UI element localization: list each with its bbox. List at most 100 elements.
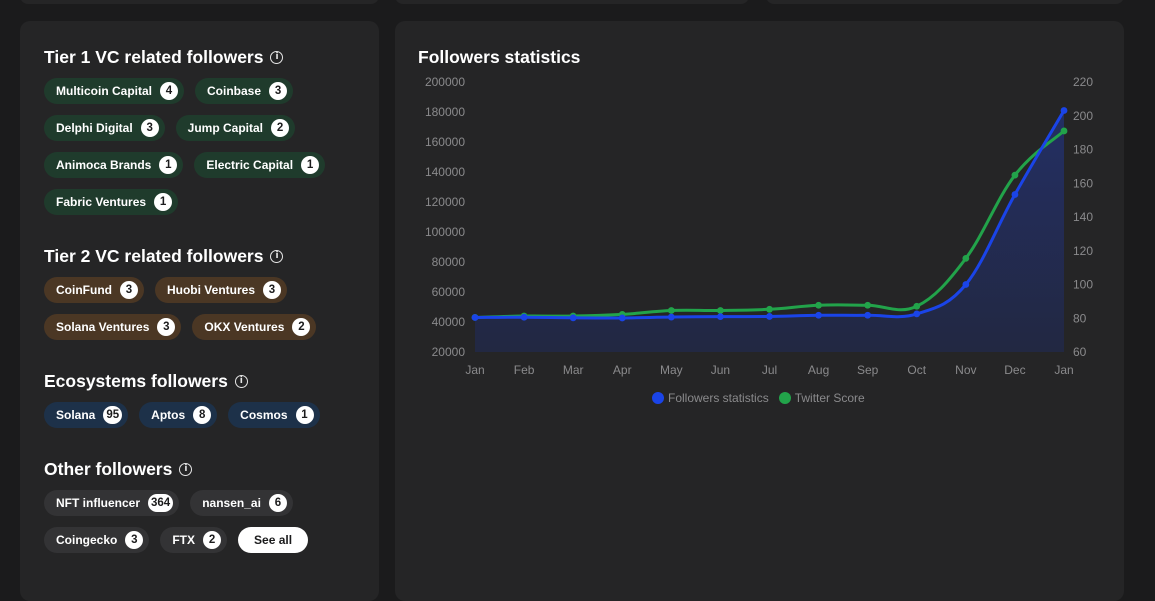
right-axis-tick-label: 80 [1073, 311, 1087, 325]
chip-label: Solana [56, 408, 96, 422]
twitter-score-point[interactable] [717, 307, 724, 314]
followers-point[interactable] [520, 313, 528, 321]
top-card-stub-left [20, 0, 379, 4]
chip-count-badge: 364 [148, 494, 174, 512]
chip-label: Coingecko [56, 533, 118, 547]
right-axis-tick-label: 120 [1073, 244, 1093, 258]
info-icon[interactable]: i [179, 463, 193, 476]
chip-count-badge: 3 [263, 281, 281, 299]
chip-count-badge: 2 [292, 318, 311, 336]
see-all-button[interactable]: See all [238, 527, 309, 553]
chip-count-badge: 8 [193, 406, 212, 424]
info-icon[interactable]: i [234, 375, 248, 388]
followers-point[interactable] [569, 314, 577, 322]
other-chip[interactable]: NFT influencer 364 [44, 490, 180, 516]
chip-label: Aptos [151, 408, 186, 422]
twitter-score-point[interactable] [1060, 127, 1068, 135]
ecosystems-chip[interactable]: Aptos 8 [139, 402, 218, 428]
tier1-chip[interactable]: Coinbase 3 [195, 78, 294, 104]
chip-label: Jump Capital [187, 121, 264, 135]
chip-label: Solana Ventures [56, 320, 150, 334]
tier2-chip[interactable]: Solana Ventures 3 [44, 314, 182, 340]
ecosystems-title: Ecosystems followers i [44, 371, 344, 392]
tier1-title: Tier 1 VC related followers i [44, 47, 344, 68]
twitter-score-point[interactable] [815, 301, 822, 309]
ecosystems-chip-list: Solana 95 Aptos 8 Cosmos 1 [44, 402, 344, 428]
chip-label: NFT influencer [56, 496, 141, 510]
legend-dot-twitter-score [778, 392, 791, 404]
twitter-score-point[interactable] [864, 301, 872, 309]
info-icon[interactable]: i [270, 51, 284, 64]
other-chip-list: NFT influencer 364 nansen_ai 6 Coingecko 3 FTX… [44, 490, 314, 553]
chart-title: Followers statistics [418, 47, 581, 67]
followers-point[interactable] [864, 311, 872, 319]
tier2-chip[interactable]: Huobi Ventures 3 [154, 277, 287, 303]
x-axis-tick-label: Mar [563, 363, 584, 377]
followers-point[interactable] [766, 313, 773, 320]
followers-point[interactable] [1011, 191, 1019, 198]
tier1-chip[interactable]: Jump Capital 2 [175, 115, 296, 141]
tier2-chip[interactable]: OKX Ventures 2 [192, 314, 317, 340]
chip-count-badge: 1 [295, 406, 314, 424]
ecosystems-chip[interactable]: Solana 95 [44, 402, 129, 428]
tier1-chip[interactable]: Delphi Digital 3 [44, 115, 165, 141]
twitter-score-point[interactable] [962, 254, 970, 262]
chip-label: Coinbase [207, 84, 262, 98]
legend-label-followers: Followers statistics [668, 391, 769, 405]
chip-count-badge: 3 [125, 531, 144, 549]
followers-point[interactable] [1060, 107, 1068, 114]
followers-point[interactable] [815, 311, 822, 319]
chip-count-badge: 2 [203, 531, 222, 549]
chip-label: Cosmos [240, 408, 288, 422]
twitter-score-point[interactable] [913, 302, 921, 310]
left-axis-tick-label: 20000 [432, 345, 466, 359]
chip-count-badge: 3 [140, 119, 159, 137]
other-chip[interactable]: Coingecko 3 [44, 527, 150, 553]
x-axis-tick-label: Oct [907, 363, 926, 377]
top-card-stub-middle [395, 0, 749, 4]
tier1-chip[interactable]: Multicoin Capital 4 [44, 78, 184, 104]
right-axis-tick-label: 200 [1073, 109, 1093, 123]
followers-statistics-chart: 200000 180000 160000 140000 120000 100000 8000… [425, 75, 1093, 377]
x-axis-tick-label: Jan [1054, 363, 1073, 377]
left-axis-tick-label: 60000 [432, 285, 466, 299]
other-chip[interactable]: FTX 2 [160, 527, 228, 553]
chip-label: CoinFund [56, 283, 112, 297]
other-chip[interactable]: nansen_ai 6 [190, 490, 293, 516]
x-axis-tick-label: Jan [465, 363, 484, 377]
left-axis-tick-label: 200000 [425, 75, 465, 89]
left-axis-tick-label: 120000 [425, 195, 465, 209]
info-icon[interactable]: i [270, 250, 284, 263]
tier1-chip[interactable]: Fabric Ventures 1 [44, 189, 179, 215]
tier1-chip[interactable]: Electric Capital 1 [194, 152, 326, 178]
left-axis-tick-label: 40000 [432, 315, 466, 329]
followers-point[interactable] [667, 313, 675, 321]
other-title: Other followers i [44, 459, 314, 480]
followers-point[interactable] [913, 310, 921, 318]
followers-statistics-panel: Followers statistics 200000 180000 160000 1… [395, 21, 1124, 601]
x-axis-tick-label: Sep [857, 363, 879, 377]
followers-point[interactable] [618, 314, 626, 322]
tier1-chip[interactable]: Animoca Brands 1 [44, 152, 184, 178]
ecosystems-chip[interactable]: Cosmos 1 [228, 402, 320, 428]
followers-point[interactable] [471, 314, 479, 321]
chip-label: FTX [172, 533, 196, 547]
chip-count-badge: 6 [268, 494, 287, 512]
x-axis-tick-label: Aug [808, 363, 829, 377]
chip-count-badge: 1 [301, 156, 320, 174]
right-axis-tick-label: 160 [1073, 176, 1093, 190]
chip-count-badge: 95 [103, 406, 123, 424]
followers-point[interactable] [717, 313, 724, 320]
tier2-chip[interactable]: CoinFund 3 [44, 277, 144, 303]
tier2-section: Tier 2 VC related followers i CoinFund 3 H… [44, 246, 344, 340]
twitter-score-point[interactable] [1011, 171, 1019, 179]
legend-item-followers[interactable]: Followers statistics [652, 391, 769, 405]
twitter-score-point[interactable] [766, 305, 773, 313]
other-section: Other followers i NFT influencer 364 nanse… [44, 459, 314, 553]
followers-breakdown-panel: Tier 1 VC related followers i Multicoin … [20, 21, 379, 601]
legend-item-twitter-score[interactable]: Twitter Score [778, 391, 865, 405]
left-axis-tick-label: 140000 [425, 165, 465, 179]
top-card-stub-right [766, 0, 1124, 4]
twitter-score-point[interactable] [667, 307, 675, 314]
followers-point[interactable] [962, 281, 970, 288]
